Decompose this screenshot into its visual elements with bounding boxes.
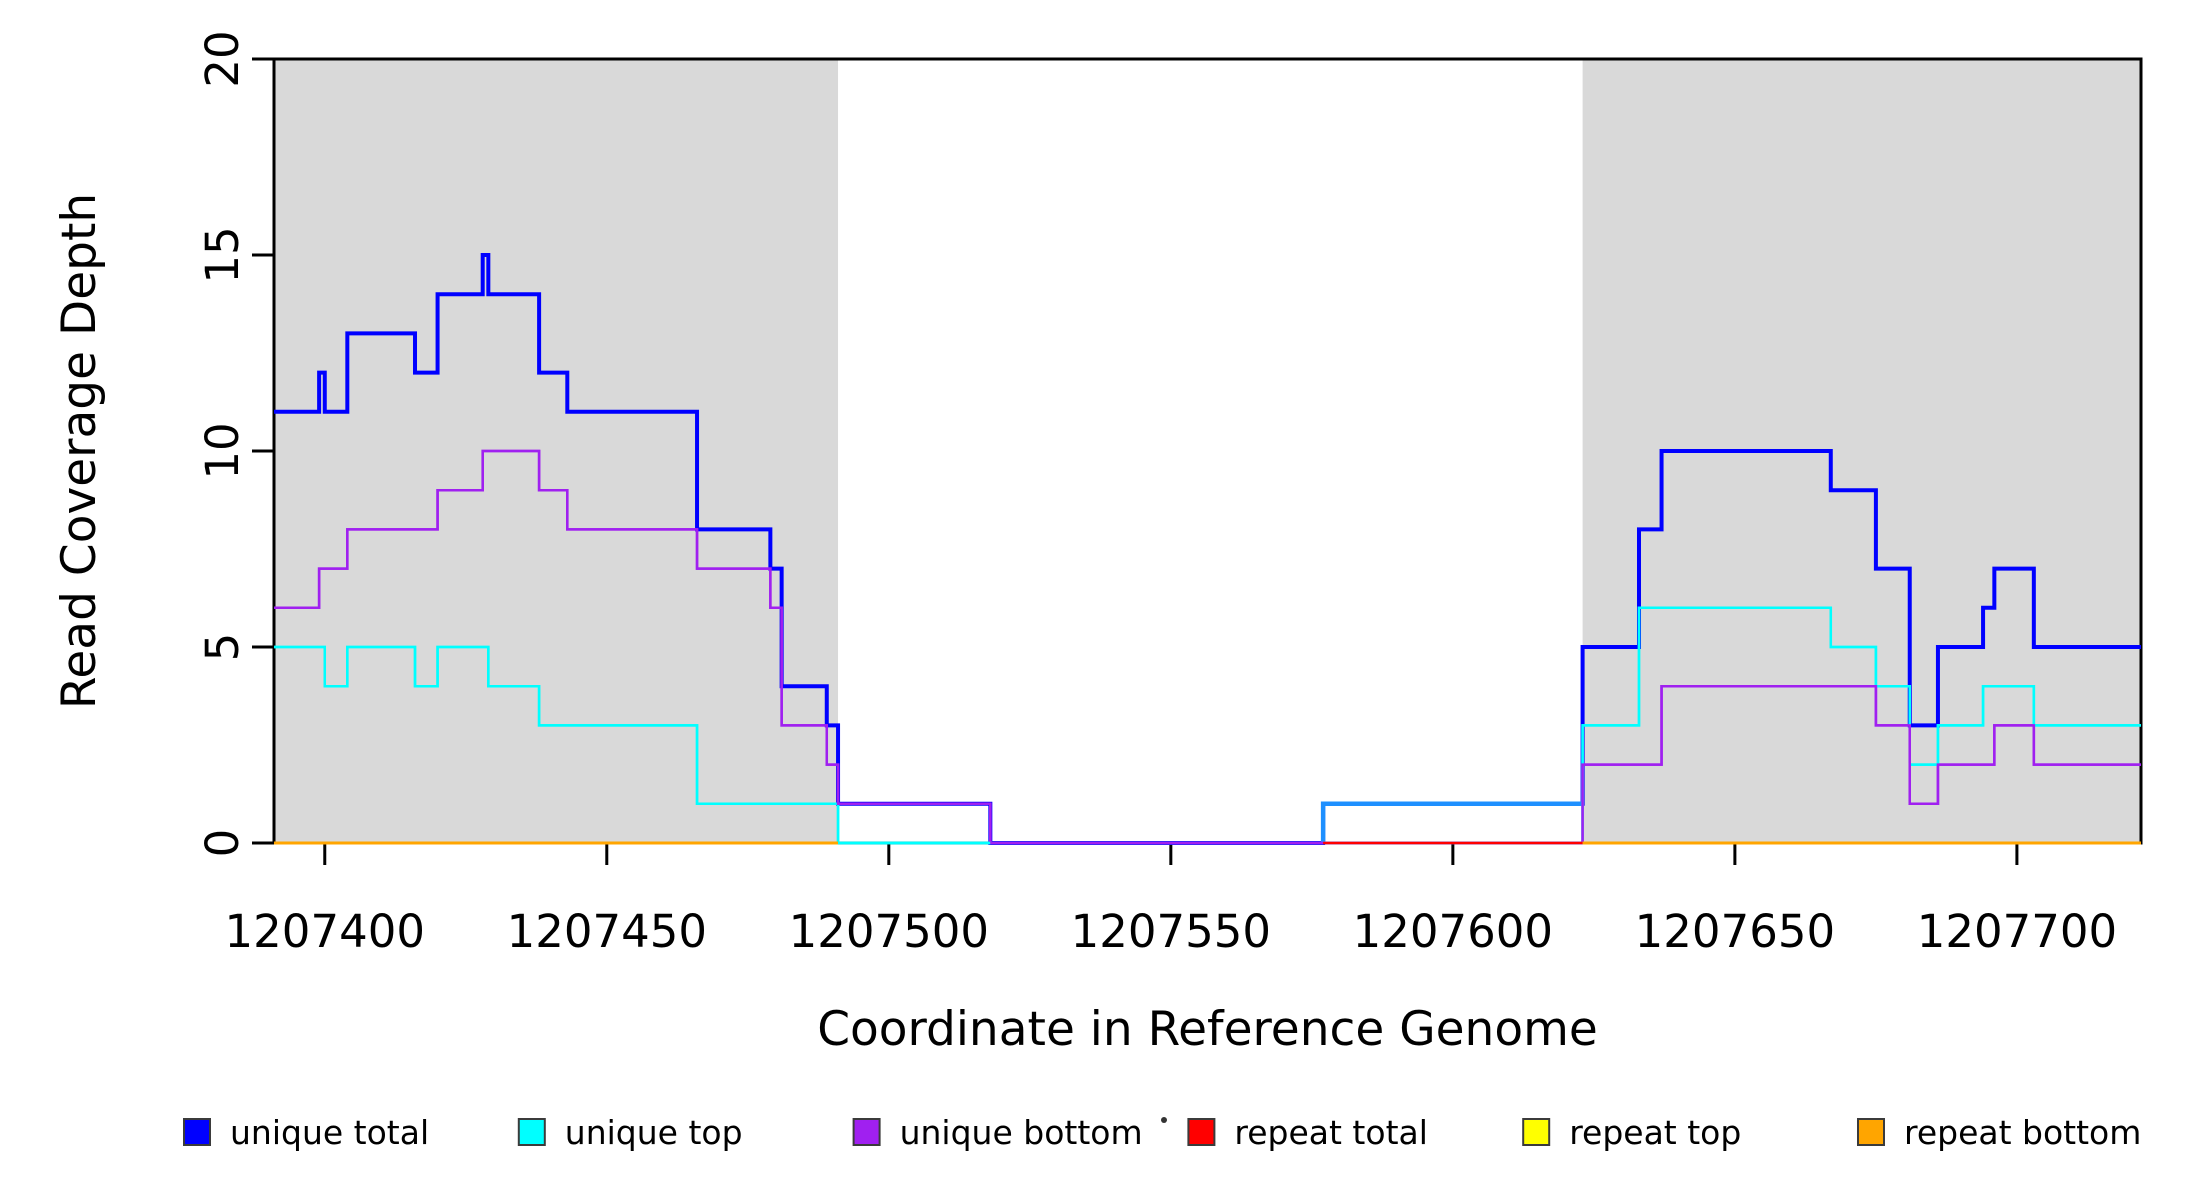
x-tick-label: 1207400 (225, 905, 425, 958)
y-tick-label: 5 (196, 633, 249, 662)
legend-swatch-unique-total (183, 1118, 211, 1146)
legend-stray-dot (1161, 1117, 1167, 1123)
legend-swatch-unique-top (517, 1118, 546, 1146)
x-axis-title: Coordinate in Reference Genome (817, 1002, 1598, 1057)
y-tick-label: 20 (196, 30, 249, 87)
shaded-region-1 (274, 59, 839, 843)
y-tick-label: 10 (196, 422, 249, 479)
legend-label-unique-total: unique total (230, 1113, 429, 1152)
x-tick-label: 1207600 (1353, 905, 1553, 958)
x-tick-label: 1207500 (789, 905, 989, 958)
x-tick-label: 1207700 (1917, 905, 2117, 958)
legend-label-repeat-total: repeat total (1234, 1113, 1428, 1152)
x-tick-label: 1207450 (507, 905, 707, 958)
y-tick-label: 0 (196, 829, 249, 858)
legend-label-repeat-top: repeat top (1569, 1113, 1741, 1152)
legend-swatch-unique-bottom (852, 1118, 881, 1146)
legend-label-repeat-bottom: repeat bottom (1904, 1113, 2141, 1152)
legend-swatch-repeat-bottom (1857, 1118, 1885, 1146)
legend-label-unique-bottom: unique bottom (900, 1113, 1143, 1152)
series-unique-total-light-segment (1320, 801, 1583, 843)
y-axis-title: Read Coverage Depth (52, 193, 107, 709)
x-tick-label: 1207650 (1635, 905, 1835, 958)
series-unique-bottom-top-layer (274, 449, 2141, 845)
y-tick-label: 15 (196, 226, 249, 283)
series-unique-total (274, 253, 2141, 845)
legend-swatch-repeat-top (1522, 1118, 1551, 1146)
x-tick-label: 1207550 (1071, 905, 1271, 958)
legend-label-unique-top: unique top (565, 1113, 743, 1152)
legend-swatch-repeat-total (1187, 1118, 1216, 1146)
